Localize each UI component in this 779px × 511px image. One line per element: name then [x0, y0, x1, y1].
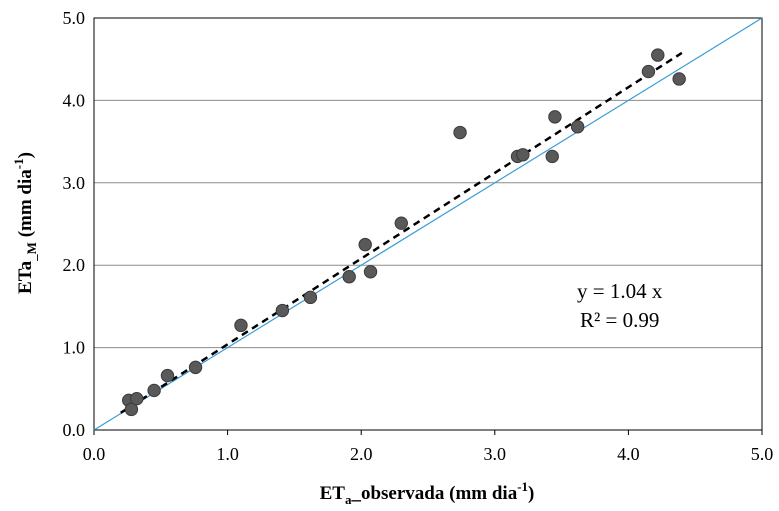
y-tick-label: 3.0	[63, 173, 86, 193]
y-axis-title-rest: (mm dia	[15, 169, 36, 242]
x-tick-label: 2.0	[350, 444, 373, 464]
y-tick-label: 5.0	[63, 8, 86, 28]
x-axis-title-subscript: a	[345, 492, 352, 507]
data-point	[641, 64, 656, 79]
plot-area-frame	[93, 17, 763, 431]
y-tick-label: 1.0	[63, 338, 86, 358]
y-axis-title-subscript: _M	[24, 242, 39, 262]
data-point	[651, 48, 665, 62]
data-point	[130, 391, 144, 406]
data-point	[358, 237, 372, 252]
data-point	[516, 148, 530, 162]
data-point	[124, 402, 139, 417]
data-point	[342, 270, 356, 284]
data-point	[363, 265, 378, 279]
data-point	[672, 72, 686, 86]
x-tick-label: 4.0	[617, 444, 640, 464]
data-point	[188, 360, 203, 375]
y-tick-label: 0.0	[63, 420, 86, 440]
grid-lines	[94, 99, 762, 349]
x-axis-title-superscript: -1	[517, 479, 528, 494]
data-point	[160, 368, 175, 383]
x-tick-label: 0.0	[83, 444, 106, 464]
one-to-one-reference-line	[93, 17, 763, 431]
data-point	[570, 120, 585, 134]
trend-equation: y = 1.04 x	[577, 279, 663, 303]
y-tick-label: 4.0	[63, 90, 86, 110]
data-point	[394, 216, 408, 230]
y-tick-label: 2.0	[63, 255, 86, 275]
data-point	[303, 290, 318, 305]
x-axis-title: ETa_observada (mm dia-1)	[320, 479, 535, 507]
regression-trendline	[120, 51, 683, 414]
x-tick-label: 1.0	[216, 444, 239, 464]
x-axis-tick-labels: 0.0 1.0 2.0 3.0 4.0 5.0	[83, 430, 774, 464]
x-axis-title-main: ET	[320, 483, 346, 504]
data-point	[234, 318, 248, 333]
y-axis-tick-labels: 0.0 1.0 2.0 3.0 4.0 5.0	[63, 8, 86, 440]
data-point	[275, 303, 290, 318]
r-squared-label: R² = 0.99	[580, 308, 659, 332]
y-axis-title: ETa_M (mm dia-1)	[11, 152, 39, 294]
data-points	[122, 48, 686, 417]
data-point	[147, 383, 161, 398]
x-tick-label: 3.0	[484, 444, 507, 464]
x-tick-label: 5.0	[751, 444, 774, 464]
y-axis-title-close: )	[15, 152, 36, 158]
data-point	[548, 110, 562, 124]
y-axis-title-main: ETa	[15, 260, 36, 294]
x-axis-title-close: )	[528, 483, 534, 504]
data-point	[545, 149, 559, 164]
x-axis-title-rest: _observada (mm dia	[350, 483, 517, 504]
data-point	[453, 125, 467, 140]
y-axis-title-superscript: -1	[11, 158, 26, 169]
